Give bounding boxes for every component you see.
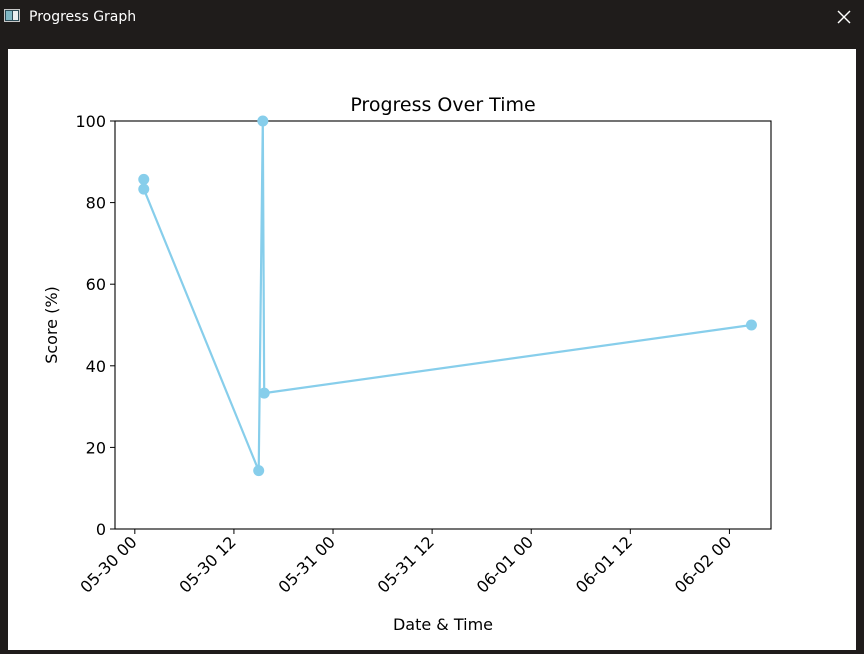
x-axis-label: Date & Time bbox=[393, 615, 493, 634]
figure-canvas: 0 20 40 60 80 100 05-30 00 05-30 12 05-31 00 05-3… bbox=[8, 49, 856, 650]
data-point bbox=[138, 183, 150, 195]
app-window-icon bbox=[4, 9, 20, 22]
data-point bbox=[745, 319, 757, 331]
x-tick-label: 05-31 00 bbox=[275, 532, 339, 596]
y-tick-label: 80 bbox=[86, 194, 106, 213]
data-point bbox=[253, 465, 265, 477]
y-axis-label: Score (%) bbox=[42, 286, 61, 364]
x-tick-label: 05-30 00 bbox=[76, 532, 140, 596]
close-icon bbox=[837, 10, 851, 24]
y-tick-label: 60 bbox=[86, 275, 106, 294]
chart-title: Progress Over Time bbox=[350, 94, 535, 116]
title-bar: Progress Graph bbox=[0, 0, 864, 34]
window-title: Progress Graph bbox=[29, 9, 137, 25]
data-point bbox=[258, 387, 270, 399]
x-tick-label: 05-30 12 bbox=[175, 532, 239, 596]
y-tick-label: 100 bbox=[75, 112, 106, 131]
close-button[interactable] bbox=[824, 0, 864, 34]
series-line bbox=[142, 119, 752, 472]
x-tick-label: 06-01 00 bbox=[473, 532, 537, 596]
plot-frame bbox=[114, 120, 772, 530]
data-point bbox=[257, 115, 269, 127]
y-tick-label: 40 bbox=[86, 357, 106, 376]
x-tick-label: 06-01 12 bbox=[572, 532, 636, 596]
x-tick-label: 06-02 00 bbox=[671, 532, 735, 596]
progress-chart: 0 20 40 60 80 100 05-30 00 05-30 12 05-31 00 05-3… bbox=[42, 94, 772, 634]
data-point bbox=[138, 173, 150, 185]
x-tick-label: 05-31 12 bbox=[374, 532, 438, 596]
y-tick-label: 0 bbox=[96, 520, 106, 539]
y-tick-label: 20 bbox=[86, 438, 106, 457]
